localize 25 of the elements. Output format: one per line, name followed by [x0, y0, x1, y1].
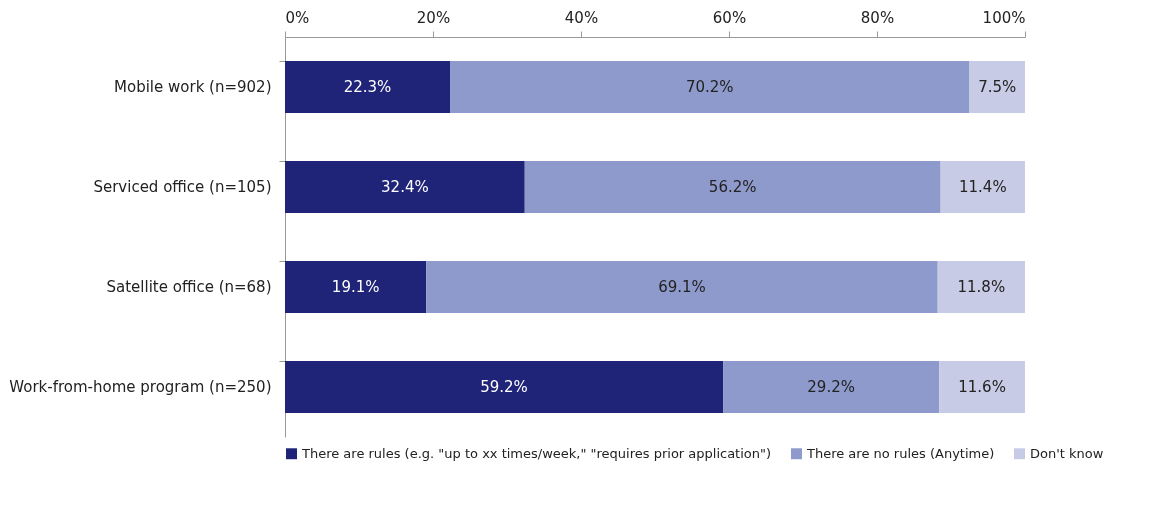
data-label: 11.8% — [957, 278, 1006, 296]
x-tick-label: 0% — [285, 8, 310, 27]
x-tick-label: 20% — [416, 8, 451, 27]
y-tick-label: Work-from-home program (n=250) — [9, 378, 272, 396]
data-label: 29.2% — [807, 378, 855, 396]
data-label: 59.2% — [480, 378, 528, 396]
x-tick-label: 40% — [564, 8, 599, 27]
legend-label: There are rules (e.g. "up to xx times/week," "requires prior application") — [301, 445, 772, 461]
x-tick-label: 80% — [860, 8, 895, 27]
x-tick-label: 100% — [982, 8, 1026, 27]
x-tick-label: 60% — [712, 8, 747, 27]
data-label: 32.4% — [381, 178, 429, 196]
y-tick-label: Serviced office (n=105) — [93, 178, 272, 196]
data-label: 19.1% — [331, 278, 380, 296]
y-tick-label: Mobile work (n=902) — [114, 78, 272, 96]
legend-label: Don't know — [1030, 445, 1104, 461]
data-label: 70.2% — [685, 78, 734, 96]
data-label: 56.2% — [708, 178, 757, 196]
data-label: 69.1% — [658, 278, 706, 296]
data-label: 7.5% — [978, 78, 1017, 96]
data-label: 11.4% — [958, 178, 1007, 196]
data-label: 22.3% — [343, 78, 392, 96]
legend-label: There are no rules (Anytime) — [806, 445, 995, 461]
y-tick-label: Satellite office (n=68) — [106, 278, 272, 296]
data-label: 11.6% — [958, 378, 1006, 396]
